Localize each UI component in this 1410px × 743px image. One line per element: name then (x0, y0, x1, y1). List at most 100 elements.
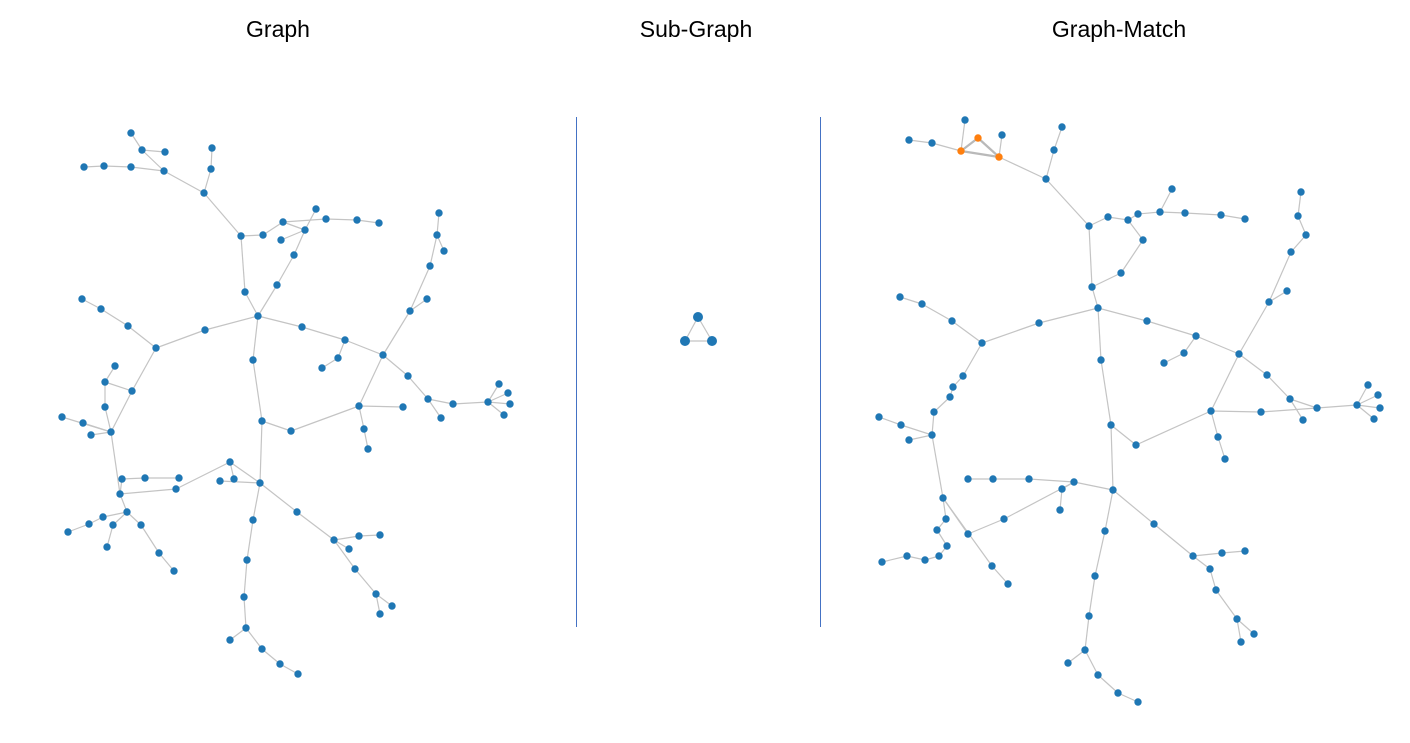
graph-edge (127, 325, 157, 349)
match-matched-node (995, 153, 1003, 161)
graph-title: Graph (246, 16, 310, 42)
graph-node (500, 411, 508, 419)
graph-edge (382, 310, 411, 356)
match-node (964, 475, 972, 483)
graph-edge (452, 401, 489, 405)
match-node (905, 136, 913, 144)
match-node (1235, 350, 1243, 358)
graph-node (241, 288, 249, 296)
graph-node (353, 216, 361, 224)
match-node (921, 556, 929, 564)
graph-edge (301, 326, 346, 341)
graph-edge (252, 315, 259, 361)
match-edge (1210, 410, 1262, 413)
match-edge (1135, 410, 1212, 446)
match-node (1180, 349, 1188, 357)
graph-node (495, 380, 503, 388)
graph-node (79, 419, 87, 427)
match-node (1212, 586, 1220, 594)
match-edge (1159, 211, 1186, 214)
match-edge (921, 303, 953, 322)
graph-node (294, 670, 302, 678)
match-edge (960, 149, 1000, 159)
match-edge (1153, 523, 1194, 557)
graph-node (226, 458, 234, 466)
match-node (1189, 552, 1197, 560)
match-node (1313, 404, 1321, 412)
graph-edge (296, 511, 335, 541)
match-node (1004, 580, 1012, 588)
graph-node (216, 477, 224, 485)
match-edge (1356, 384, 1369, 406)
graph-node (160, 167, 168, 175)
match-edge (900, 424, 933, 436)
match-node (1058, 123, 1066, 131)
graph-node (355, 402, 363, 410)
match-node (1085, 612, 1093, 620)
match-edge (1146, 320, 1197, 337)
match-node (1035, 319, 1043, 327)
match-edge (878, 416, 902, 426)
graph-node (406, 307, 414, 315)
graph-node (87, 431, 95, 439)
match-node (1109, 486, 1117, 494)
match-edge (1045, 178, 1090, 227)
match-node (1101, 527, 1109, 535)
graph-edge (325, 218, 358, 221)
match-edge (931, 434, 944, 499)
graph-edge (104, 381, 133, 392)
match-node (1091, 572, 1099, 580)
graph-node (58, 413, 66, 421)
match-node (930, 408, 938, 416)
graph-edge (276, 254, 295, 286)
match-node (943, 542, 951, 550)
match-node (1081, 646, 1089, 654)
graph-edge (131, 347, 157, 392)
match-node (1353, 401, 1361, 409)
match-edge (1215, 589, 1238, 620)
match-edge (908, 139, 933, 144)
graph-edge (130, 166, 165, 172)
match-node (897, 421, 905, 429)
graph-node (123, 508, 131, 516)
match-edge (1163, 352, 1185, 364)
match-edge (991, 565, 1009, 585)
match-node (1287, 248, 1295, 256)
match-edge (1316, 404, 1358, 409)
graph-edge (163, 170, 205, 194)
graph-node (399, 403, 407, 411)
graph-edge (104, 406, 112, 433)
match-node (933, 526, 941, 534)
match-node (1143, 317, 1151, 325)
graph-node (138, 146, 146, 154)
graph-edge (141, 149, 165, 172)
graph-edge (100, 308, 129, 327)
graph-edge (427, 398, 442, 419)
graph-node (101, 403, 109, 411)
graph-node (80, 163, 88, 171)
match-edge (1210, 410, 1219, 438)
match-edge (1097, 307, 1102, 361)
match-node (1168, 185, 1176, 193)
graph-edge (158, 552, 175, 572)
graph-edge (140, 524, 160, 554)
match-edge (960, 119, 966, 152)
match-edge (1221, 550, 1246, 554)
graph-node (152, 344, 160, 352)
graph-edge (155, 329, 206, 349)
graph-node (423, 295, 431, 303)
graph-node (258, 645, 266, 653)
graph-edge (282, 221, 306, 231)
graph-node (116, 490, 124, 498)
graph-node (449, 400, 457, 408)
match-node (1117, 269, 1125, 277)
match-node (1025, 475, 1033, 483)
match-node (1221, 455, 1229, 463)
match-node (1376, 404, 1384, 412)
graph-node (200, 189, 208, 197)
graph-node (293, 508, 301, 516)
match-node (1104, 213, 1112, 221)
graph-node (172, 485, 180, 493)
graph-node (141, 474, 149, 482)
